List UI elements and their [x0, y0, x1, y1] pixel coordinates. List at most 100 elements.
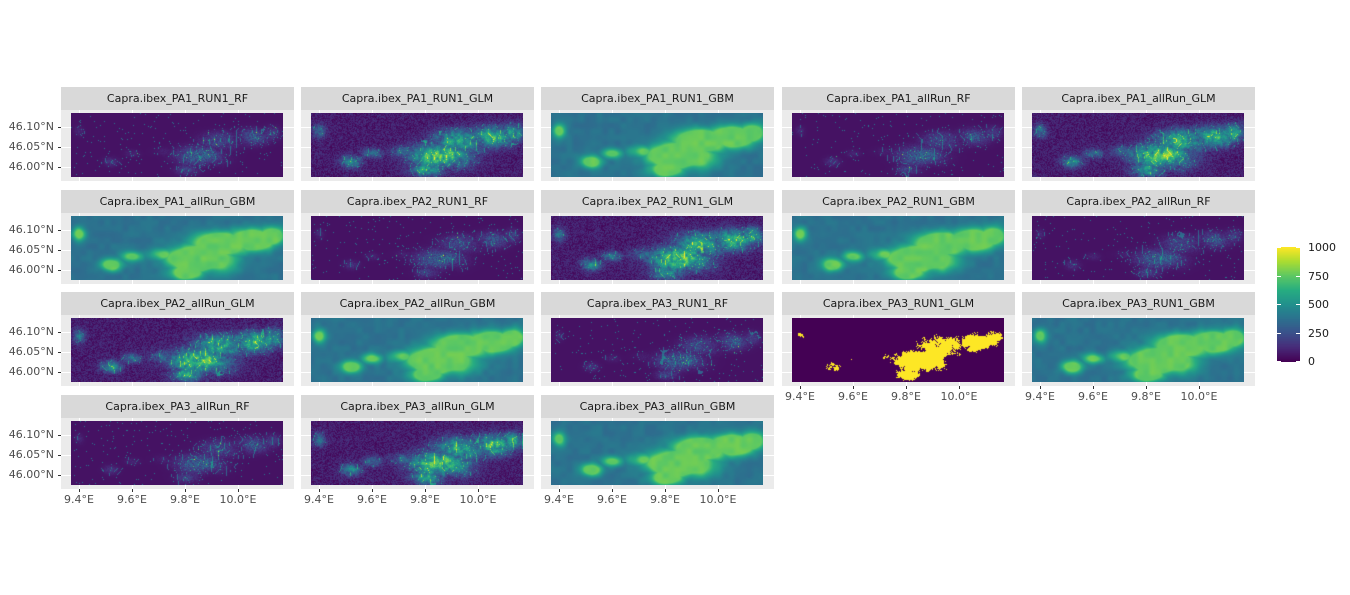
x-tick-mark — [853, 386, 854, 389]
suitability-raster — [311, 113, 523, 177]
facet-strip-label: Capra.ibex_PA3_allRun_GBM — [541, 395, 774, 418]
facet-panel: Capra.ibex_PA1_RUN1_RF — [61, 87, 294, 181]
suitability-raster — [311, 318, 523, 382]
suitability-raster — [71, 421, 283, 485]
y-tick-label: 46.10°N — [8, 120, 54, 133]
x-tick-label: 10.0°E — [1180, 390, 1218, 403]
legend-tick-label: 1000 — [1308, 241, 1336, 254]
legend-tick-mark — [1277, 276, 1281, 277]
y-tick-label: 46.05°N — [8, 140, 54, 153]
suitability-raster — [551, 216, 763, 280]
y-tick-mark — [58, 270, 61, 271]
facet-plot-area — [61, 213, 294, 284]
x-tick-label: 9.4°E — [543, 493, 574, 506]
facet-panel: Capra.ibex_PA2_allRun_RF — [1022, 190, 1255, 284]
facet-panel: Capra.ibex_PA2_RUN1_RF — [301, 190, 534, 284]
facet-strip-label: Capra.ibex_PA1_RUN1_RF — [61, 87, 294, 110]
facet-panel: Capra.ibex_PA3_RUN1_RF — [541, 292, 774, 386]
suitability-raster — [311, 216, 523, 280]
x-tick-label: 10.0°E — [940, 390, 978, 403]
suitability-raster — [311, 421, 523, 485]
y-tick-mark — [58, 230, 61, 231]
legend-tick-mark — [1296, 304, 1300, 305]
facet-plot-area — [1022, 110, 1255, 181]
x-tick-label: 10.0°E — [219, 493, 257, 506]
facet-plot-area — [782, 110, 1015, 181]
y-tick-mark — [58, 372, 61, 373]
x-tick-label: 9.6°E — [596, 493, 627, 506]
facet-panel: Capra.ibex_PA2_allRun_GBM — [301, 292, 534, 386]
facet-panel: Capra.ibex_PA3_RUN1_GBM — [1022, 292, 1255, 386]
legend-tick-mark — [1277, 304, 1281, 305]
suitability-raster — [792, 216, 1004, 280]
x-tick-mark — [132, 489, 133, 492]
facet-plot-area — [301, 110, 534, 181]
suitability-raster — [1032, 318, 1244, 382]
x-tick-mark — [478, 489, 479, 492]
y-tick-mark — [58, 127, 61, 128]
x-tick-mark — [79, 489, 80, 492]
y-tick-label: 46.00°N — [8, 468, 54, 481]
suitability-raster — [1032, 216, 1244, 280]
x-tick-label: 9.8°E — [169, 493, 200, 506]
y-tick-mark — [58, 167, 61, 168]
y-tick-label: 46.10°N — [8, 428, 54, 441]
suitability-raster — [71, 318, 283, 382]
legend-tick-mark — [1277, 333, 1281, 334]
facet-strip-label: Capra.ibex_PA2_allRun_GBM — [301, 292, 534, 315]
facet-strip-label: Capra.ibex_PA1_allRun_RF — [782, 87, 1015, 110]
facet-plot-area — [541, 110, 774, 181]
facet-strip-label: Capra.ibex_PA2_RUN1_GBM — [782, 190, 1015, 213]
x-tick-mark — [800, 386, 801, 389]
suitability-raster — [792, 318, 1004, 382]
x-tick-mark — [906, 386, 907, 389]
x-tick-label: 9.8°E — [409, 493, 440, 506]
y-tick-mark — [58, 435, 61, 436]
facet-plot-area — [301, 315, 534, 386]
facet-panel: Capra.ibex_PA3_allRun_GLM — [301, 395, 534, 489]
y-tick-label: 46.05°N — [8, 243, 54, 256]
facet-panel: Capra.ibex_PA1_allRun_GLM — [1022, 87, 1255, 181]
legend-tick-mark — [1296, 247, 1300, 248]
x-tick-mark — [665, 489, 666, 492]
x-tick-mark — [1146, 386, 1147, 389]
x-tick-label: 9.4°E — [303, 493, 334, 506]
x-tick-label: 9.6°E — [837, 390, 868, 403]
facet-panel: Capra.ibex_PA2_RUN1_GLM — [541, 190, 774, 284]
facet-strip-label: Capra.ibex_PA3_RUN1_RF — [541, 292, 774, 315]
x-tick-mark — [612, 489, 613, 492]
facet-plot-area — [541, 315, 774, 386]
x-tick-mark — [425, 489, 426, 492]
y-tick-label: 46.00°N — [8, 160, 54, 173]
facet-panel: Capra.ibex_PA3_allRun_GBM — [541, 395, 774, 489]
suitability-raster — [551, 113, 763, 177]
y-tick-mark — [58, 250, 61, 251]
suitability-raster — [551, 318, 763, 382]
x-tick-label: 9.6°E — [356, 493, 387, 506]
x-tick-mark — [238, 489, 239, 492]
x-tick-label: 9.4°E — [784, 390, 815, 403]
suitability-raster — [71, 113, 283, 177]
facet-strip-label: Capra.ibex_PA1_RUN1_GBM — [541, 87, 774, 110]
y-tick-label: 46.10°N — [8, 325, 54, 338]
y-tick-label: 46.05°N — [8, 345, 54, 358]
facet-panel: Capra.ibex_PA2_allRun_GLM — [61, 292, 294, 386]
facet-strip-label: Capra.ibex_PA3_RUN1_GBM — [1022, 292, 1255, 315]
y-tick-label: 46.00°N — [8, 263, 54, 276]
facet-panel: Capra.ibex_PA2_RUN1_GBM — [782, 190, 1015, 284]
legend-tick-mark — [1277, 361, 1281, 362]
facet-strip-label: Capra.ibex_PA1_RUN1_GLM — [301, 87, 534, 110]
legend-tick-label: 750 — [1308, 269, 1329, 283]
facet-plot-area — [541, 418, 774, 489]
legend-tick-mark — [1296, 361, 1300, 362]
facet-panel: Capra.ibex_PA1_RUN1_GBM — [541, 87, 774, 181]
x-tick-mark — [1040, 386, 1041, 389]
x-tick-label: 9.4°E — [1024, 390, 1055, 403]
facet-plot-area — [301, 213, 534, 284]
y-tick-mark — [58, 475, 61, 476]
facet-plot-area — [1022, 315, 1255, 386]
colorbar-legend: 0 250 500 750 1000 — [1276, 240, 1346, 370]
facet-plot-area — [61, 418, 294, 489]
y-tick-label: 46.05°N — [8, 448, 54, 461]
